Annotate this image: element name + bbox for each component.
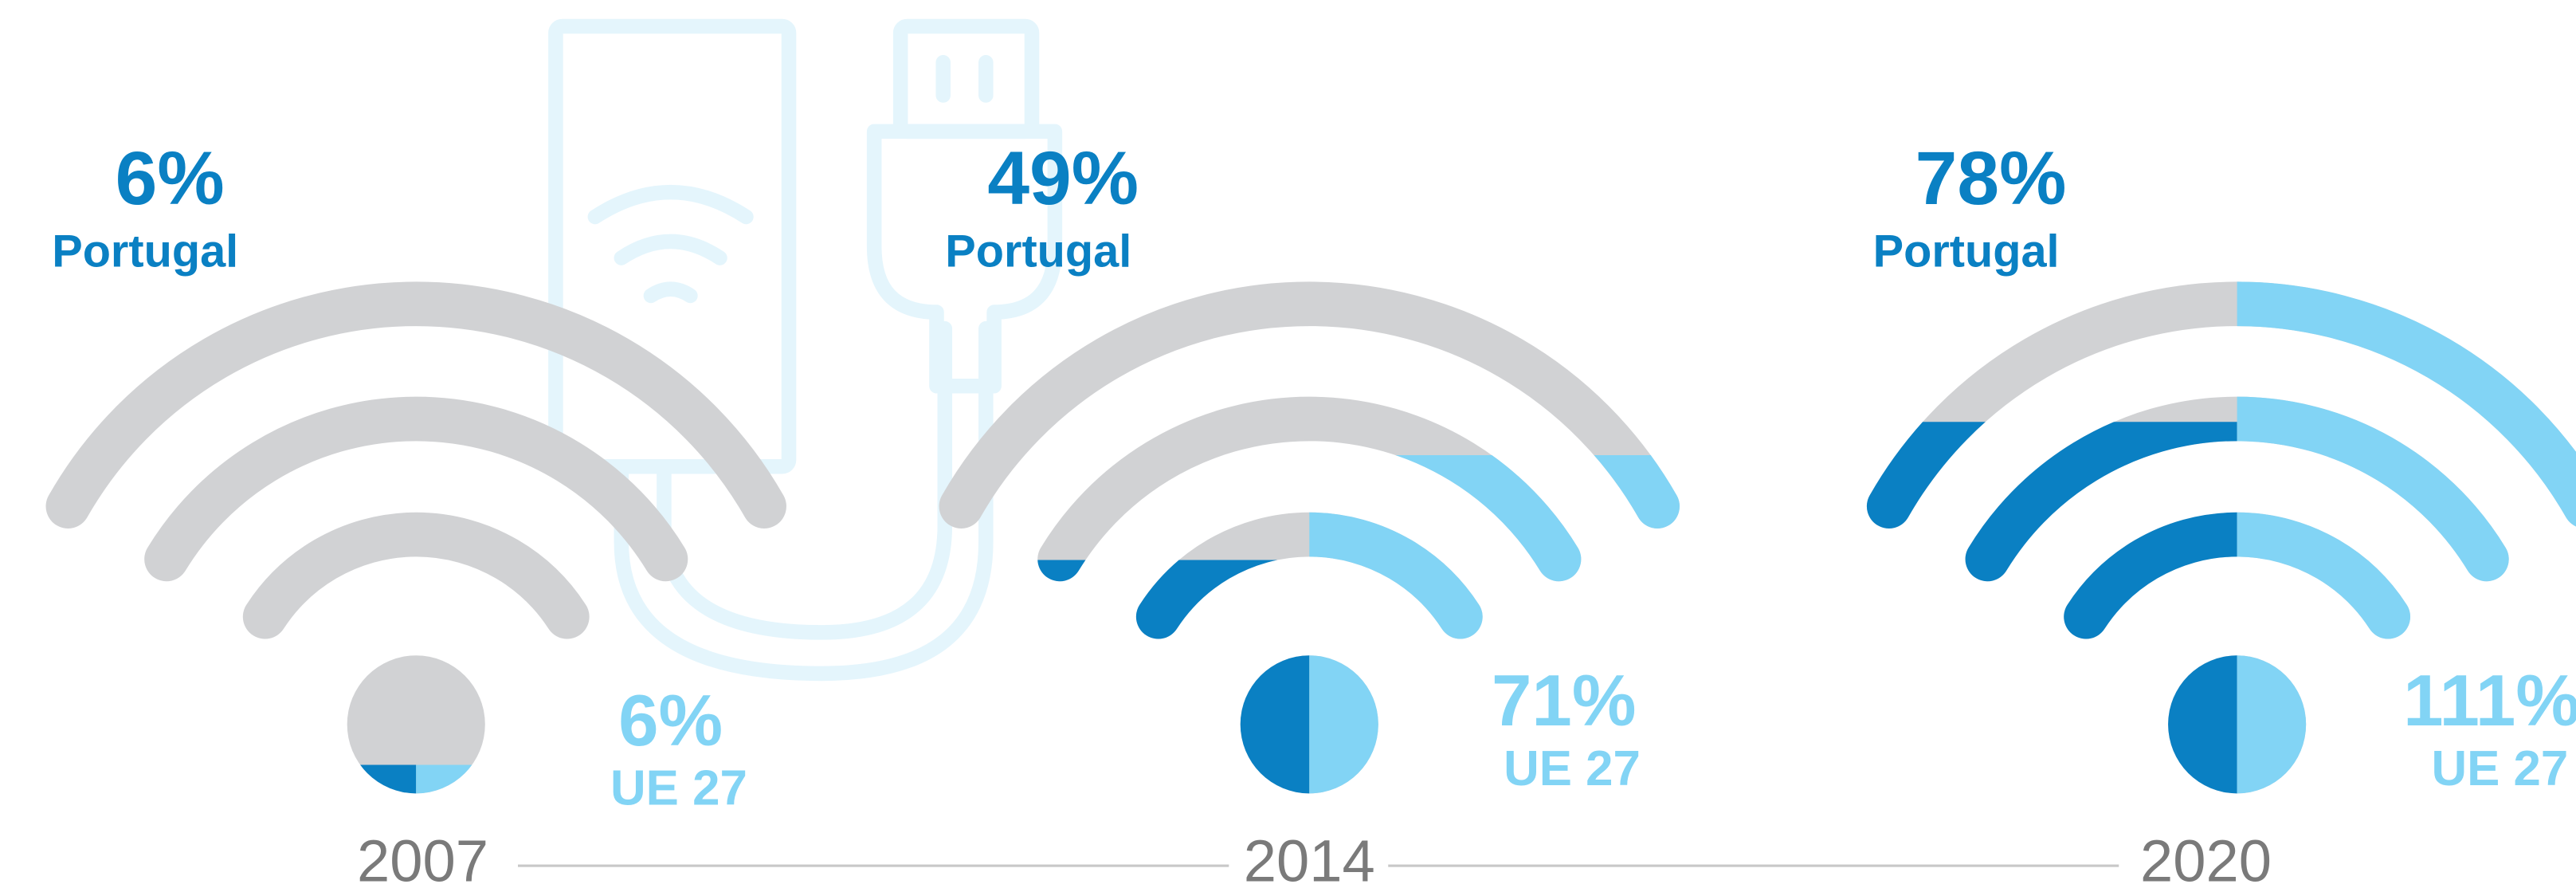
portugal-value: 49% xyxy=(987,136,1139,221)
infographic: 6%Portugal6%UE 27200749%Portugal71%UE 27… xyxy=(0,0,2576,892)
ue-value: 6% xyxy=(618,681,723,761)
page: {"chart_data": {"type": "wifi", "categor… xyxy=(0,0,2576,892)
wifi-icon xyxy=(621,242,720,258)
plug-head xyxy=(900,26,1032,132)
portugal-value: 78% xyxy=(1915,136,2067,221)
ue-label: UE 27 xyxy=(1504,741,1641,796)
cable xyxy=(664,328,944,632)
ue-label: UE 27 xyxy=(2431,741,2568,796)
wifi-icon xyxy=(651,289,690,296)
portugal-label: Portugal xyxy=(945,226,1131,277)
portugal-value: 6% xyxy=(116,136,225,221)
year-label: 2020 xyxy=(2140,828,2272,892)
ue-value: 71% xyxy=(1492,661,1636,741)
ue-label: UE 27 xyxy=(610,761,747,816)
year-label: 2007 xyxy=(357,828,488,892)
year-label: 2014 xyxy=(1244,828,1375,892)
portugal-label: Portugal xyxy=(1873,226,2060,277)
portugal-label: Portugal xyxy=(52,226,238,277)
ue-value: 111% xyxy=(2403,661,2576,741)
wifi-icon xyxy=(595,192,747,217)
